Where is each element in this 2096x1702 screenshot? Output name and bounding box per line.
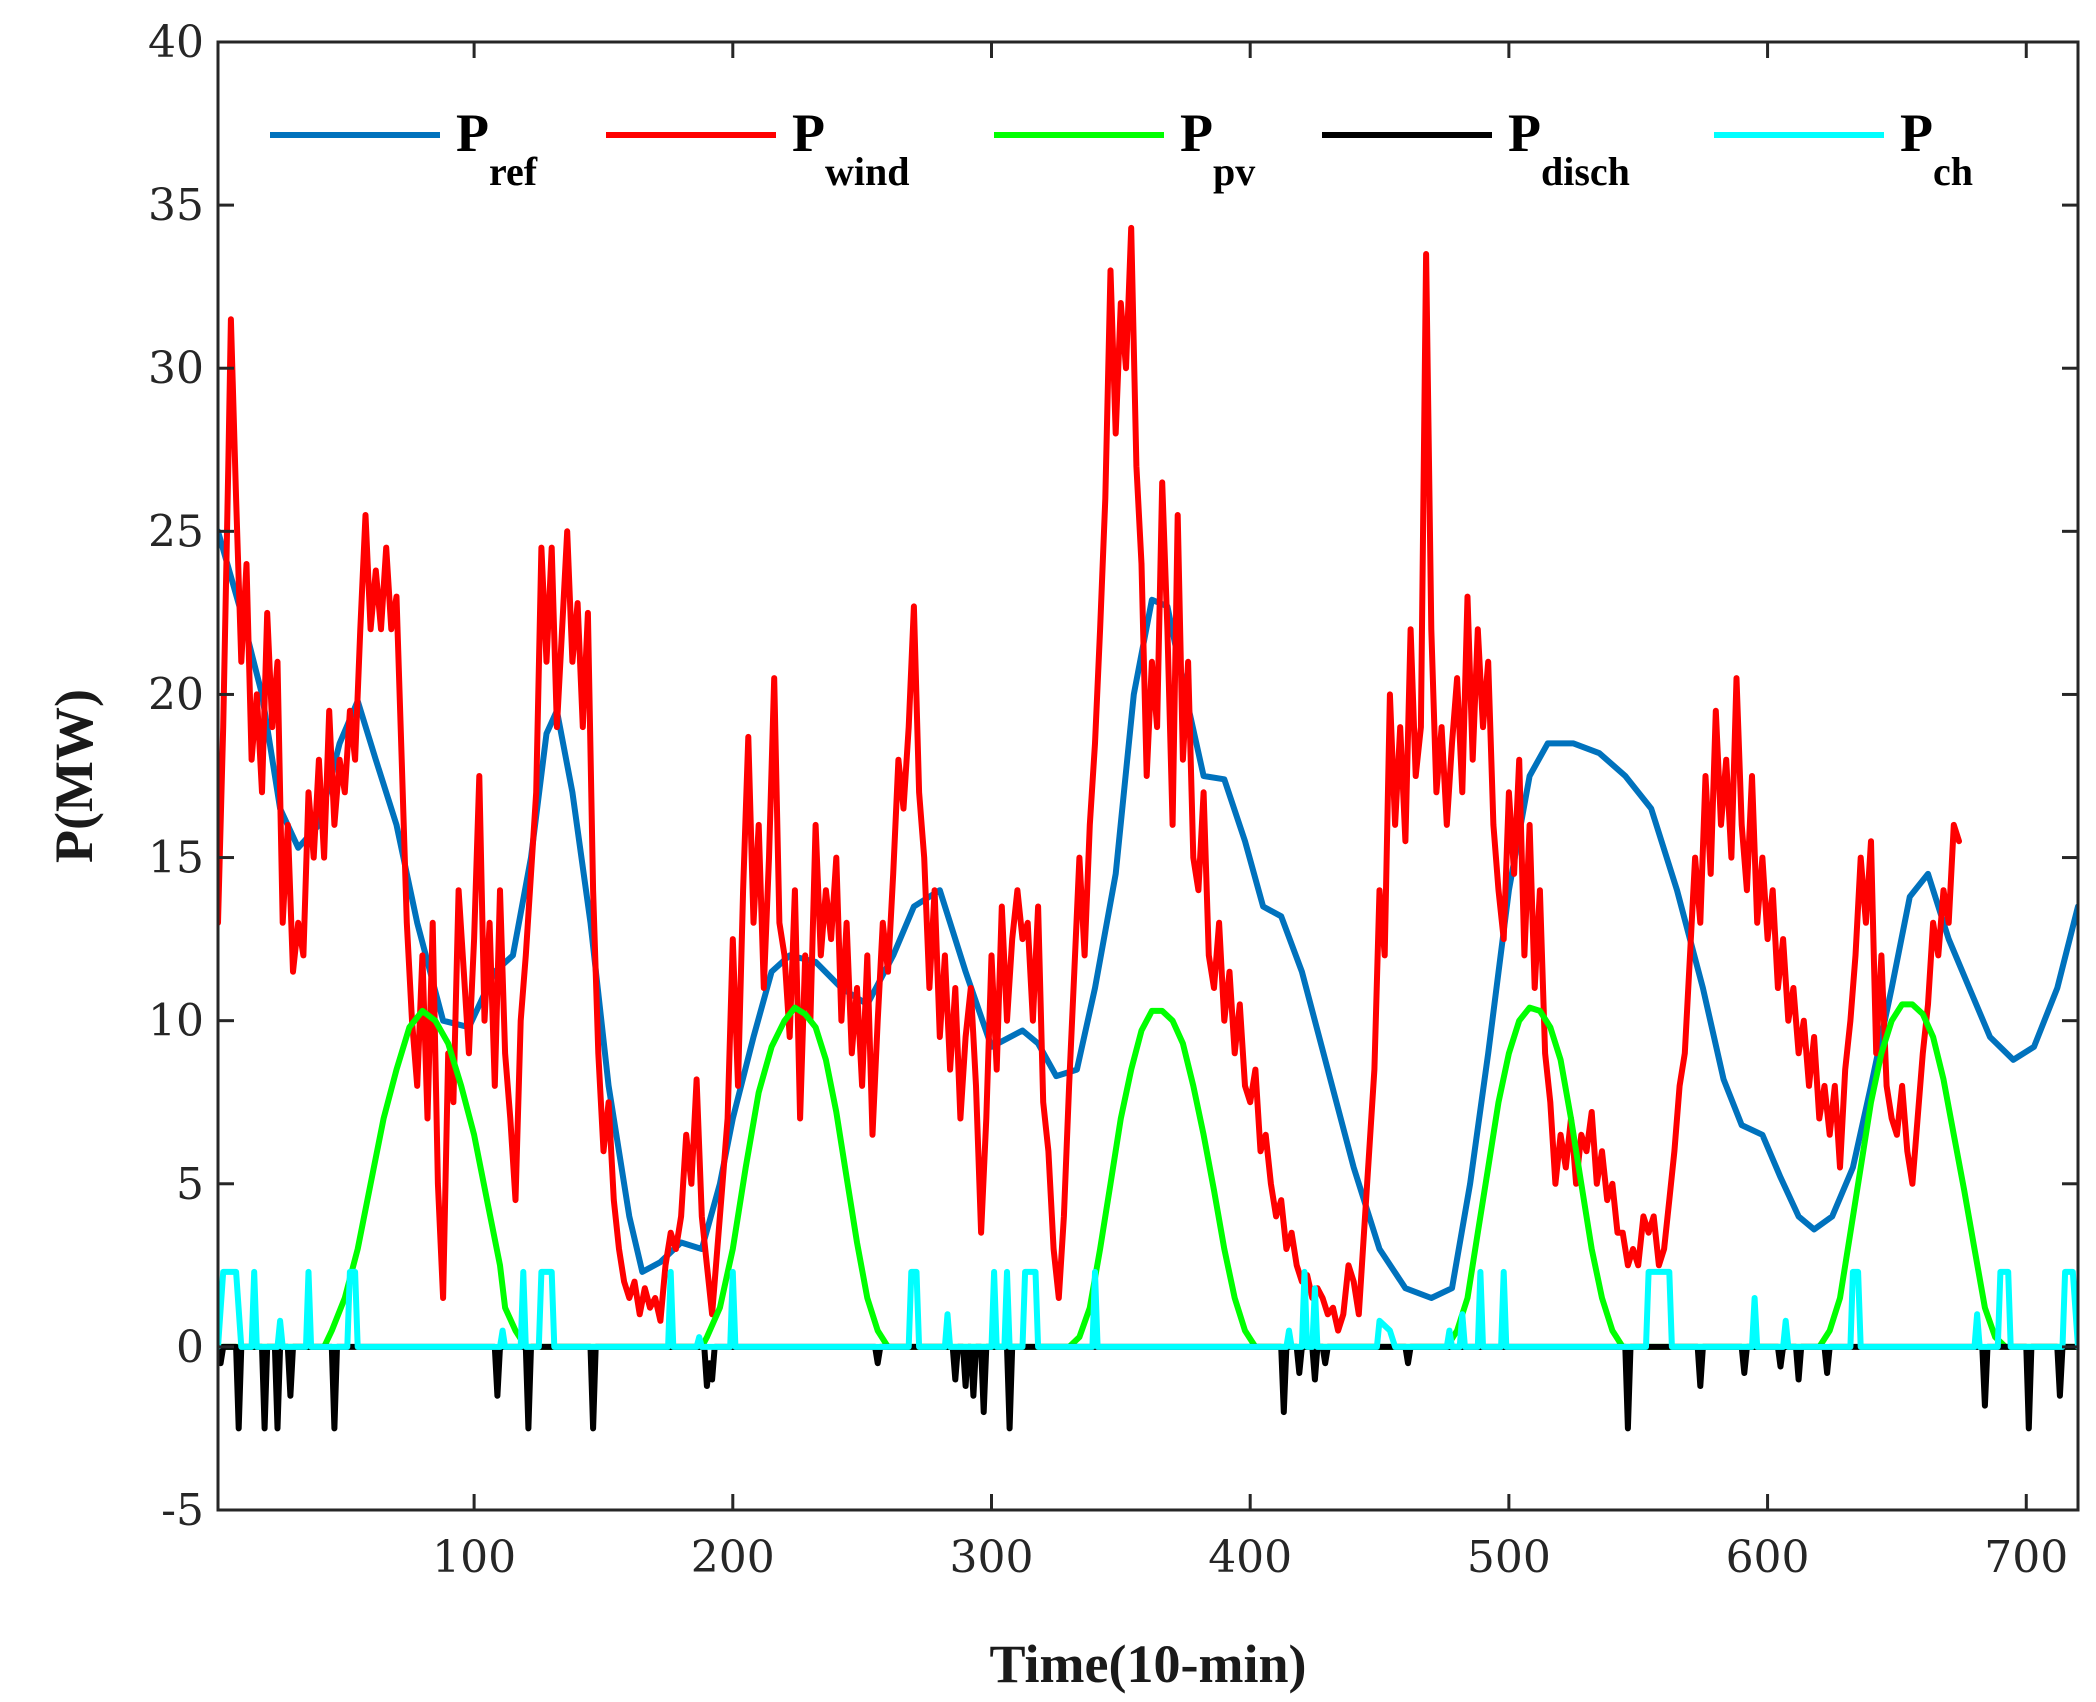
x-tick-label: 400 (1208, 1532, 1292, 1583)
y-tick-label: 40 (148, 17, 204, 68)
y-tick-label: 0 (176, 1322, 204, 1373)
series-line-wind (218, 224, 1962, 1334)
legend-label-disch: Pdisch (1508, 103, 1630, 194)
axes-box (216, 40, 2080, 1512)
x-tick-label: 700 (1984, 1532, 2068, 1583)
x-tick-label: 200 (691, 1532, 775, 1583)
x-tick-label: 600 (1726, 1532, 1810, 1583)
axes-group: -5 0 5 10 15 20 25 30 35 40 100 200 300 400 500 600 700 (148, 17, 2080, 1583)
y-tick-label: 30 (148, 343, 204, 394)
y-tick-label: 25 (148, 506, 204, 557)
y-tick-label: 5 (176, 1159, 204, 1210)
series-line-disch (218, 1343, 2078, 1432)
y-tick-label: 35 (148, 180, 204, 231)
legend-label-wind: Pwind (792, 103, 910, 194)
y-tick-label: 10 (148, 996, 204, 1047)
y-tick-label: -5 (161, 1485, 204, 1536)
legend-label-ref: Pref (456, 103, 538, 194)
x-tick-label: 100 (432, 1532, 516, 1583)
legend-label-pv: Ppv (1180, 103, 1255, 194)
x-tick-label: 300 (949, 1532, 1033, 1583)
legend-label-ch: Pch (1900, 103, 1973, 194)
series-line-pv (218, 1001, 2078, 1350)
y-axis-label: P(MW) (44, 689, 104, 863)
series-line-ch (218, 1268, 2078, 1350)
y-tick-label: 20 (148, 669, 204, 720)
x-axis-label: Time(10-min) (990, 1634, 1307, 1694)
y-tick-label: 15 (148, 833, 204, 884)
series-group (218, 224, 2078, 1432)
legend: Pref Pwind Ppv Pdisch Pch (270, 103, 1973, 194)
x-tick-label: 500 (1467, 1532, 1551, 1583)
